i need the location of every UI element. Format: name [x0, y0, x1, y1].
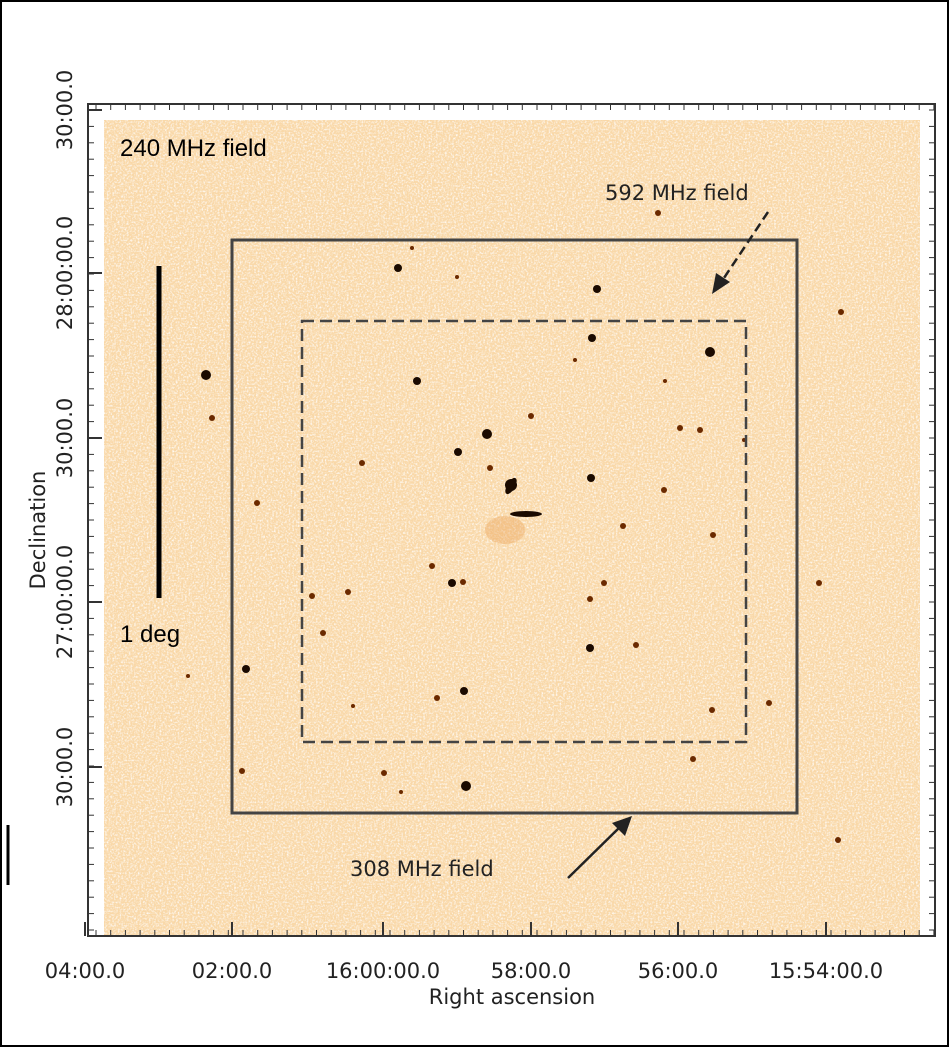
radio-source [242, 665, 250, 673]
radio-source [413, 377, 421, 385]
y-axis-label: Declination [26, 471, 50, 590]
y-tick-label: 30:00.0 [53, 398, 77, 479]
radio-source [588, 334, 596, 342]
radio-source [601, 580, 607, 586]
radio-source [633, 642, 639, 648]
image-noise [104, 120, 920, 935]
radio-source [705, 347, 715, 357]
x-tick-label: 58:00.0 [491, 959, 572, 983]
radio-source [663, 379, 667, 383]
radio-source [309, 593, 315, 599]
radio-source [766, 700, 772, 706]
radio-source [239, 768, 245, 774]
radio-source [394, 264, 402, 272]
scale-label: 1 deg [120, 621, 180, 648]
radio-source [816, 580, 822, 586]
radio-source [201, 370, 211, 380]
radio-source [434, 695, 440, 701]
field-308-box [230, 238, 799, 815]
radio-source [455, 275, 459, 279]
radio-source [460, 687, 468, 695]
radio-source [482, 429, 492, 439]
x-axis-label: Right ascension [429, 985, 596, 1009]
arrow-592 [718, 211, 770, 285]
radio-source [655, 210, 661, 216]
y-tick-label: 30:00.0 [53, 70, 77, 151]
x-tick-label: 04:00.0 [45, 959, 126, 983]
radio-source [835, 837, 841, 843]
y-tick-label: 27:00:00.0 [53, 545, 77, 659]
radio-source [320, 630, 326, 636]
y-tick-label: 28:00:00.0 [53, 216, 77, 330]
radio-source [620, 523, 626, 529]
radio-source [838, 309, 844, 315]
radio-source [254, 500, 260, 506]
arrowhead-592 [712, 273, 730, 294]
radio-source [461, 781, 471, 791]
y-tick-label: 30:00.0 [53, 727, 77, 808]
arrow-308 [567, 824, 623, 879]
radio-halo [485, 516, 525, 544]
x-tick-label: 15:54:00.0 [769, 959, 883, 983]
radio-source [586, 644, 594, 652]
radio-source [697, 427, 703, 433]
x-tick-label: 56:00.0 [638, 959, 719, 983]
radio-source [381, 770, 387, 776]
radio-source [587, 474, 595, 482]
radio-source [573, 358, 577, 362]
radio-source [710, 532, 716, 538]
radio-source [677, 425, 683, 431]
label-240: 240 MHz field [120, 135, 267, 162]
label-308: 308 MHz field [350, 857, 494, 881]
radio-source [410, 246, 414, 250]
radio-source [510, 511, 542, 517]
field-592-box [300, 319, 748, 744]
arrowhead-308 [612, 816, 632, 836]
radio-source [587, 596, 593, 602]
radio-source [460, 579, 466, 585]
radio-source [593, 285, 601, 293]
radio-source [709, 707, 715, 713]
radio-source [209, 415, 215, 421]
radio-source [690, 756, 696, 762]
radio-source [487, 465, 493, 471]
x-tick-label: 02:00.0 [192, 959, 273, 983]
radio-source [351, 704, 355, 708]
radio-source [399, 790, 403, 794]
radio-source [661, 487, 667, 493]
label-592: 592 MHz field [605, 181, 749, 205]
radio-source [448, 579, 456, 587]
radio-source [505, 477, 517, 495]
radio-source [528, 413, 534, 419]
radio-source [359, 460, 365, 466]
radio-source [454, 448, 462, 456]
sources [186, 210, 844, 843]
x-tick-label: 16:00:00.0 [326, 959, 440, 983]
minor-ticks [88, 104, 935, 936]
radio-source [186, 674, 190, 678]
radio-source [429, 563, 435, 569]
radio-source [345, 589, 351, 595]
